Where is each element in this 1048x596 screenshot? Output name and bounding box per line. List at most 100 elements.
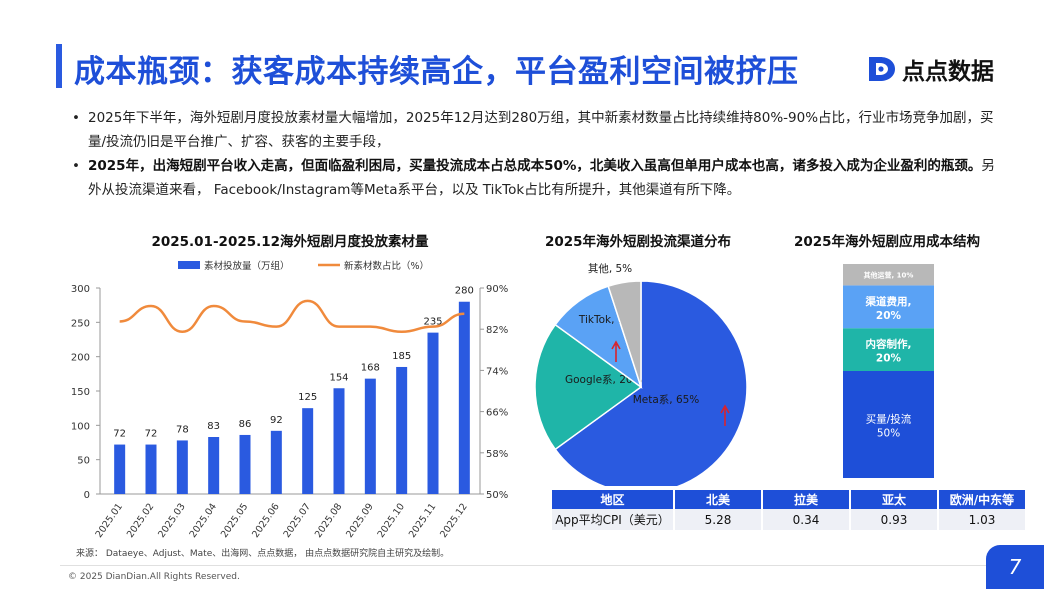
bar <box>458 301 470 494</box>
y-tick-label: 0 <box>84 490 90 501</box>
series-line <box>119 299 465 334</box>
table-header-cell: 地区 <box>552 490 673 509</box>
table-header-row: 地区 北美 拉美 亚太 欧洲/中东等 <box>552 490 1025 509</box>
segment-label: 渠道费用, <box>865 295 912 308</box>
bar-value-label: 72 <box>145 429 158 440</box>
table-header-cell: 拉美 <box>763 490 849 509</box>
segment-label: 买量/投流 <box>866 413 912 426</box>
cpi-table: 地区 北美 拉美 亚太 欧洲/中东等 App平均CPI（美元） 5.28 0.3… <box>550 490 1027 530</box>
bar-value-label: 92 <box>270 415 283 426</box>
table-cell: 1.03 <box>939 509 1025 530</box>
x-tick-label: 2025.10 <box>376 501 408 539</box>
logo-icon <box>866 53 898 85</box>
bar <box>239 434 251 494</box>
bar <box>302 408 314 494</box>
legend-label: 素材投放量（万组） <box>204 260 290 272</box>
pie-slice <box>534 323 643 451</box>
chart-title: 2025.01-2025.12海外短剧月度投放素材量 <box>151 233 429 250</box>
bullet-text: 2025年下半年，海外短剧月度投放素材量大幅增加，2025年12月达到280万组… <box>88 110 994 150</box>
bar-value-label: 235 <box>423 317 442 328</box>
logo-text: 点点数据 <box>902 59 994 85</box>
bar-value-label: 168 <box>361 363 380 374</box>
segment-value: 20% <box>876 310 902 322</box>
table-header-cell: 亚太 <box>851 490 937 509</box>
chart-title: 2025年海外短剧应用成本结构 <box>794 233 980 250</box>
bar <box>270 430 282 494</box>
y-tick-label: 200 <box>71 353 90 364</box>
bullet-item: 2025年下半年，海外短剧月度投放素材量大幅增加，2025年12月达到280万组… <box>70 106 1000 154</box>
y2-tick-label: 74% <box>486 366 508 377</box>
brand-logo: 点点数据 <box>866 52 994 86</box>
table-row: App平均CPI（美元） 5.28 0.34 0.93 1.03 <box>552 509 1025 530</box>
slice-label: Meta系, 65% <box>633 394 700 406</box>
x-tick-label: 2025.11 <box>407 501 439 539</box>
x-tick-label: 2025.07 <box>282 501 314 539</box>
bar <box>364 378 376 494</box>
table-cell: 5.28 <box>675 509 761 530</box>
footer-divider <box>60 565 990 566</box>
bar <box>114 444 126 494</box>
bar <box>427 332 439 494</box>
bar-value-label: 185 <box>392 351 411 362</box>
pie-slice <box>554 280 748 486</box>
segment-value: 50% <box>877 428 900 440</box>
y2-tick-label: 82% <box>486 325 508 336</box>
x-tick-label: 2025.08 <box>313 501 345 539</box>
table-cell: 0.34 <box>763 509 849 530</box>
bar-value-label: 125 <box>298 392 317 403</box>
y2-tick-label: 50% <box>486 490 508 501</box>
stack-segment <box>843 285 934 329</box>
x-tick-label: 2025.04 <box>188 501 220 539</box>
stack-segment <box>843 371 934 478</box>
y2-tick-label: 90% <box>486 284 508 295</box>
bullet-item: 2025年，出海短剧平台收入走高，但面临盈利困局，买量投流成本占总成本50%，北… <box>70 154 1000 202</box>
trend-up-icon <box>720 404 730 426</box>
segment-label: 其他运营, 10% <box>864 271 914 280</box>
legend-label: 新素材数占比（%） <box>344 260 429 272</box>
bullet-list: 2025年下半年，海外短剧月度投放素材量大幅增加，2025年12月达到280万组… <box>70 106 1000 202</box>
segment-value: 20% <box>876 353 902 365</box>
y-tick-label: 100 <box>71 421 90 432</box>
table-cell: 0.93 <box>851 509 937 530</box>
table-header-cell: 北美 <box>675 490 761 509</box>
slice-label: Google系, 20% <box>565 374 643 386</box>
y-tick-label: 250 <box>71 318 90 329</box>
table-cell: App平均CPI（美元） <box>552 509 673 530</box>
bar-value-label: 72 <box>113 429 126 440</box>
bar <box>333 388 345 494</box>
x-tick-label: 2025.01 <box>94 501 126 539</box>
title-accent-bar <box>56 44 62 88</box>
y-tick-label: 300 <box>71 284 90 295</box>
y2-tick-label: 66% <box>486 408 508 419</box>
x-tick-label: 2025.03 <box>156 501 188 539</box>
trend-up-icon <box>611 340 621 362</box>
x-tick-label: 2025.09 <box>344 501 376 539</box>
y2-tick-label: 58% <box>486 449 508 460</box>
bar-value-label: 280 <box>455 286 474 297</box>
stack-segment <box>843 264 934 286</box>
page-title: 成本瓶颈：获客成本持续高企，平台盈利空间被挤压 <box>74 54 799 90</box>
x-tick-label: 2025.05 <box>219 501 251 539</box>
slice-label: 其他, 5% <box>588 262 632 275</box>
bullet-text: 另外从投流渠道来看， Facebook/Instagram等Meta系平台，以及… <box>88 158 995 198</box>
bar-value-label: 154 <box>329 372 348 383</box>
pie-slice <box>607 280 642 388</box>
y-tick-label: 50 <box>77 456 90 467</box>
x-tick-label: 2025.12 <box>438 501 470 539</box>
bullet-bold-text: 2025年，出海短剧平台收入走高，但面临盈利困局，买量投流成本占总成本50%，北… <box>88 158 982 174</box>
x-tick-label: 2025.02 <box>125 501 157 539</box>
segment-label: 内容制作, <box>866 338 912 351</box>
bar <box>176 440 188 494</box>
bar-value-label: 83 <box>207 421 220 432</box>
bar-value-label: 86 <box>239 419 252 430</box>
x-tick-label: 2025.06 <box>250 501 282 539</box>
chart-title: 2025年海外短剧投流渠道分布 <box>545 233 731 250</box>
bar-value-label: 78 <box>176 424 189 435</box>
stack-segment <box>843 328 934 371</box>
bar <box>208 437 220 494</box>
y-tick-label: 150 <box>71 387 90 398</box>
